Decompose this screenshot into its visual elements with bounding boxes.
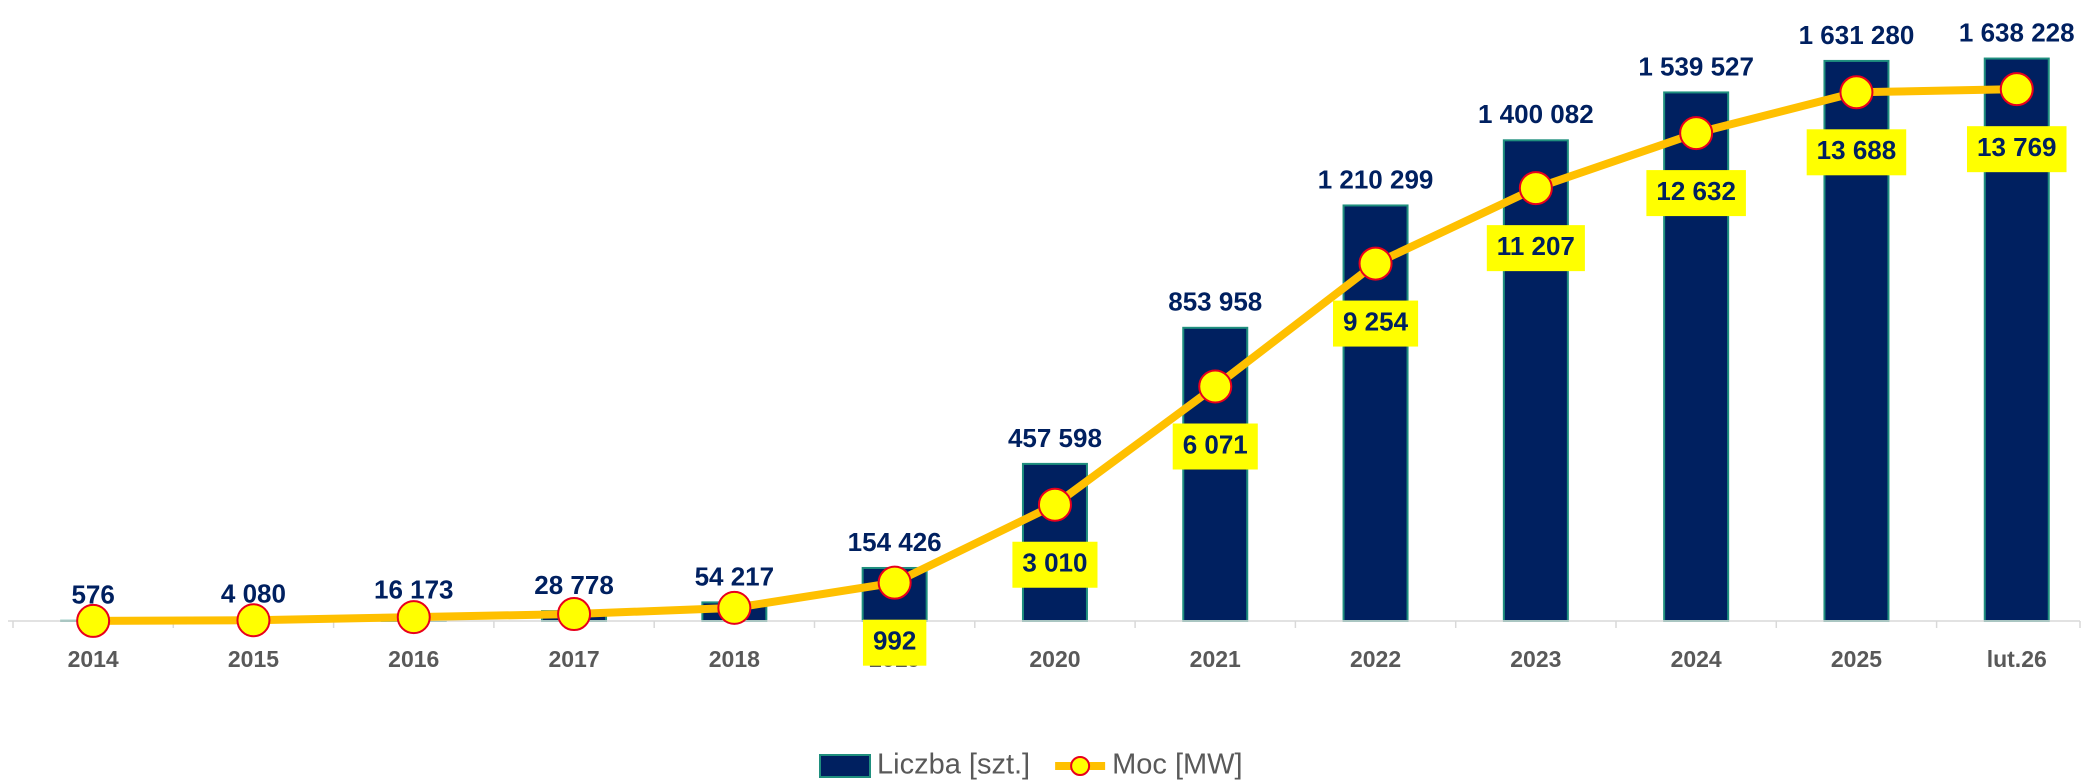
line-marker bbox=[1839, 75, 1874, 110]
x-tick-label: 2025 bbox=[1831, 646, 1882, 672]
line-value-label-box bbox=[862, 619, 927, 666]
x-tick-label: 2014 bbox=[68, 646, 119, 672]
line-marker bbox=[717, 590, 752, 625]
line-value-label-box bbox=[1012, 541, 1098, 588]
bar-value-label: 1 638 228 bbox=[1959, 17, 2075, 47]
line-value-label: 6 071 bbox=[1183, 429, 1248, 459]
line-marker bbox=[396, 600, 431, 635]
bar-value-label: 54 217 bbox=[695, 561, 775, 591]
x-tick-label: 2015 bbox=[228, 646, 279, 672]
bar-value-label: 1 400 082 bbox=[1478, 99, 1594, 129]
labels: 576 4 080 16 173 28 778 54 217 154 426 457 598… bbox=[71, 17, 2075, 666]
line-value-label: 13 688 bbox=[1817, 135, 1897, 165]
line-marker bbox=[1037, 487, 1072, 522]
legend-marker bbox=[1070, 756, 1091, 776]
line-marker bbox=[1518, 171, 1553, 206]
line-value-label: 9 254 bbox=[1343, 306, 1409, 336]
x-tick-label: 2017 bbox=[548, 646, 599, 672]
line-value-label-box bbox=[1333, 300, 1419, 347]
line-marker bbox=[877, 565, 912, 600]
line-value-label-box bbox=[1646, 170, 1746, 217]
x-tick-label: 2022 bbox=[1350, 646, 1401, 672]
line-marker bbox=[236, 603, 271, 638]
bar-value-label: 1 539 527 bbox=[1638, 51, 1754, 81]
x-tick-label: 2023 bbox=[1510, 646, 1561, 672]
line-layer bbox=[76, 72, 2034, 638]
line-marker bbox=[1198, 369, 1233, 404]
line-value-label: 11 207 bbox=[1497, 231, 1575, 261]
line-value-label: 3 010 bbox=[1022, 548, 1087, 578]
x-tick-label: lut.26 bbox=[1987, 646, 2047, 672]
line-marker bbox=[1358, 246, 1393, 281]
x-tick-label: 2024 bbox=[1671, 646, 1722, 672]
line-value-label: 13 769 bbox=[1977, 132, 2057, 162]
x-tick-label: 2020 bbox=[1029, 646, 1080, 672]
bar-value-label: 1 631 280 bbox=[1799, 20, 1915, 50]
bar-value-label: 457 598 bbox=[1008, 423, 1102, 453]
line-value-label-box bbox=[1966, 126, 2067, 173]
x-tick-label: 2018 bbox=[709, 646, 760, 672]
legend-swatch bbox=[819, 754, 871, 778]
axis: 2014201520162017201820192020202120222023… bbox=[8, 620, 2081, 672]
line-value-label: 12 632 bbox=[1656, 176, 1736, 206]
line-value-label-box bbox=[1486, 225, 1585, 272]
line-value-label-box bbox=[1172, 423, 1258, 470]
bar-value-label: 1 210 299 bbox=[1318, 164, 1434, 194]
bars bbox=[60, 57, 2050, 623]
bar-value-label: 4 080 bbox=[221, 578, 286, 608]
line-value-label-box bbox=[1806, 129, 1907, 176]
line-value-label: 992 bbox=[873, 626, 916, 656]
line-marker bbox=[1999, 72, 2034, 107]
bar bbox=[1502, 139, 1569, 622]
line-marker bbox=[557, 597, 592, 632]
line-marker bbox=[76, 603, 111, 638]
line-marker bbox=[1679, 116, 1714, 151]
bar-value-label: 28 778 bbox=[534, 570, 614, 600]
legend-label: Moc [MW] bbox=[1112, 749, 1243, 781]
x-tick-label: 2016 bbox=[388, 646, 439, 672]
legend-label: Liczba [szt.] bbox=[877, 749, 1030, 781]
bar-value-label: 576 bbox=[71, 580, 114, 610]
bar-value-label: 853 958 bbox=[1168, 287, 1262, 317]
bar-value-label: 154 426 bbox=[848, 527, 942, 557]
bar-value-label: 16 173 bbox=[374, 574, 454, 604]
legend: Liczba [szt.] Moc [MW] bbox=[819, 749, 1243, 781]
x-tick-label: 2021 bbox=[1190, 646, 1241, 672]
